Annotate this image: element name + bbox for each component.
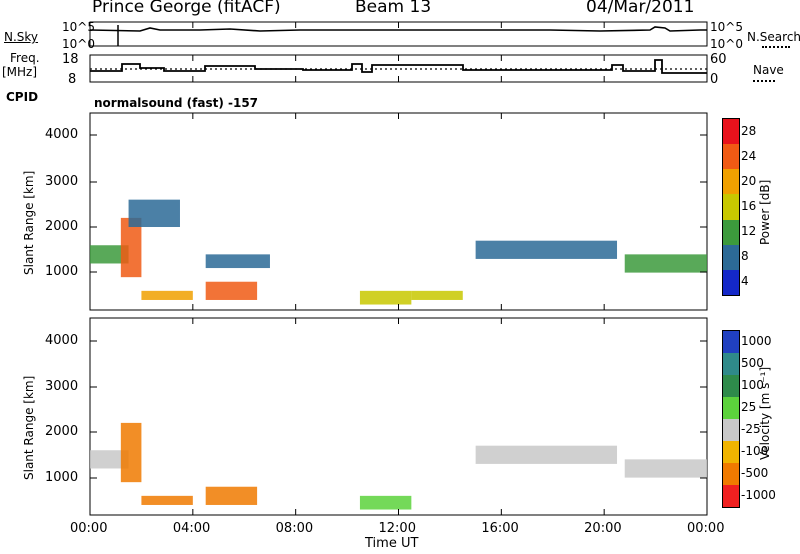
power-colorbar-swatch-1 bbox=[723, 144, 739, 170]
power-ylabel: Slant Range [km] bbox=[22, 170, 36, 275]
power-region-1 bbox=[120, 217, 142, 278]
velocity-ytick-4000: 4000 bbox=[45, 333, 79, 348]
velocity-ytick-2000: 2000 bbox=[45, 424, 79, 439]
power-region-8 bbox=[475, 240, 618, 259]
velocity-colorbar bbox=[722, 330, 740, 508]
velocity-ytick-1000: 1000 bbox=[45, 470, 79, 485]
power-colorbar-tick-1: 24 bbox=[741, 148, 757, 163]
velocity-colorbar-tick-4: -25 bbox=[741, 422, 761, 436]
x-tick-label-1: 04:00 bbox=[172, 521, 211, 536]
nsky-tick-bottom: 10^0 bbox=[62, 37, 95, 51]
velocity-colorbar-swatch-0 bbox=[723, 331, 739, 353]
velocity-ytick-3000: 3000 bbox=[45, 379, 79, 394]
velocity-colorbar-tick-3: 25 bbox=[741, 400, 757, 414]
velocity-heatmap bbox=[90, 422, 707, 510]
nsearch-dotted-key bbox=[762, 46, 790, 48]
power-region-5 bbox=[205, 254, 270, 269]
velocity-colorbar-swatch-7 bbox=[723, 485, 739, 507]
power-colorbar bbox=[722, 118, 740, 296]
velocity-colorbar-tick-7: -1000 bbox=[741, 488, 776, 502]
velocity-colorbar-swatch-3 bbox=[723, 397, 739, 419]
velocity-colorbar-tick-1: 500 bbox=[741, 356, 764, 370]
power-colorbar-tick-4: 12 bbox=[741, 224, 757, 239]
power-region-2 bbox=[128, 199, 180, 228]
power-colorbar-swatch-5 bbox=[723, 244, 739, 270]
x-tick-label-3: 12:00 bbox=[378, 521, 416, 536]
velocity-colorbar-label: Velocity [m s⁻¹] bbox=[758, 366, 772, 460]
x-tick-label-0: 00:00 bbox=[70, 521, 108, 536]
nsky-tick-top: 10^5 bbox=[62, 20, 95, 34]
nsearch-label: N.Search bbox=[747, 30, 800, 44]
power-heatmap bbox=[90, 199, 707, 305]
power-colorbar-tick-6: 4 bbox=[741, 274, 749, 289]
power-ytick-3000: 3000 bbox=[45, 174, 79, 189]
nsky-trace bbox=[89, 26, 707, 32]
velocity-region-6 bbox=[624, 459, 707, 478]
velocity-colorbar-tick-2: 100 bbox=[741, 378, 764, 392]
velocity-colorbar-tick-5: -100 bbox=[741, 444, 769, 458]
velocity-region-5 bbox=[475, 445, 618, 464]
beam-title: Beam 13 bbox=[355, 0, 432, 17]
velocity-region-2 bbox=[141, 495, 193, 505]
power-region-6 bbox=[359, 290, 412, 305]
power-colorbar-tick-2: 20 bbox=[741, 173, 757, 188]
cpid-program: normalsound (fast) -157 bbox=[94, 96, 259, 110]
date-title: 04/Mar/2011 bbox=[586, 0, 695, 17]
freq-label-line1: Freq. bbox=[10, 51, 40, 65]
nsky-label: N.Sky bbox=[4, 30, 39, 44]
power-ytick-2000: 2000 bbox=[45, 219, 79, 234]
power-colorbar-swatch-2 bbox=[723, 169, 739, 195]
velocity-region-3 bbox=[205, 486, 258, 505]
station-title: Prince George (fitACF) bbox=[92, 0, 281, 17]
nave-label: Nave bbox=[753, 63, 784, 77]
x-tick-label-6: 00:00 bbox=[687, 521, 725, 536]
x-tick-label-5: 20:00 bbox=[584, 521, 622, 536]
velocity-colorbar-swatch-6 bbox=[723, 463, 739, 485]
power-region-4 bbox=[205, 281, 258, 300]
power-region-3 bbox=[141, 290, 193, 300]
freq-tick-bottom: 8 bbox=[68, 72, 77, 87]
nsearch-tick-bottom: 10^0 bbox=[710, 37, 743, 51]
velocity-colorbar-swatch-4 bbox=[723, 419, 739, 441]
nave-tick-bottom: 0 bbox=[710, 72, 719, 87]
velocity-region-4 bbox=[359, 495, 412, 510]
power-colorbar-label: Power [dB] bbox=[758, 179, 772, 245]
nsearch-tick-top: 10^5 bbox=[710, 20, 743, 34]
x-axis-label: Time UT bbox=[365, 536, 419, 551]
power-colorbar-swatch-6 bbox=[723, 269, 739, 295]
freq-trace bbox=[90, 59, 707, 74]
velocity-colorbar-swatch-1 bbox=[723, 353, 739, 375]
power-colorbar-tick-3: 16 bbox=[741, 199, 757, 213]
cpid-label: CPID bbox=[6, 90, 39, 104]
freq-label-line2: [MHz] bbox=[2, 65, 38, 79]
power-colorbar-swatch-4 bbox=[723, 219, 739, 245]
velocity-colorbar-swatch-5 bbox=[723, 441, 739, 463]
nave-dotted-key bbox=[753, 80, 775, 82]
velocity-ylabel: Slant Range [km] bbox=[22, 375, 36, 480]
power-colorbar-tick-5: 8 bbox=[741, 249, 749, 264]
power-colorbar-swatch-3 bbox=[723, 194, 739, 220]
power-colorbar-tick-0: 28 bbox=[741, 123, 757, 138]
velocity-region-0 bbox=[90, 450, 129, 469]
power-colorbar-swatch-0 bbox=[723, 119, 739, 145]
power-region-0 bbox=[90, 245, 129, 264]
velocity-colorbar-tick-6: -500 bbox=[741, 466, 769, 480]
x-tick-label-2: 08:00 bbox=[275, 521, 314, 536]
power-region-9 bbox=[624, 254, 707, 273]
x-tick-label-4: 16:00 bbox=[481, 521, 519, 536]
velocity-colorbar-swatch-2 bbox=[723, 375, 739, 397]
power-ytick-1000: 1000 bbox=[45, 264, 79, 279]
velocity-colorbar-tick-0: 1000 bbox=[741, 334, 772, 348]
freq-tick-top: 18 bbox=[62, 52, 79, 67]
power-ytick-4000: 4000 bbox=[45, 127, 79, 142]
velocity-region-1 bbox=[120, 422, 142, 483]
nave-tick-top: 60 bbox=[710, 52, 727, 67]
power-region-7 bbox=[411, 290, 463, 300]
